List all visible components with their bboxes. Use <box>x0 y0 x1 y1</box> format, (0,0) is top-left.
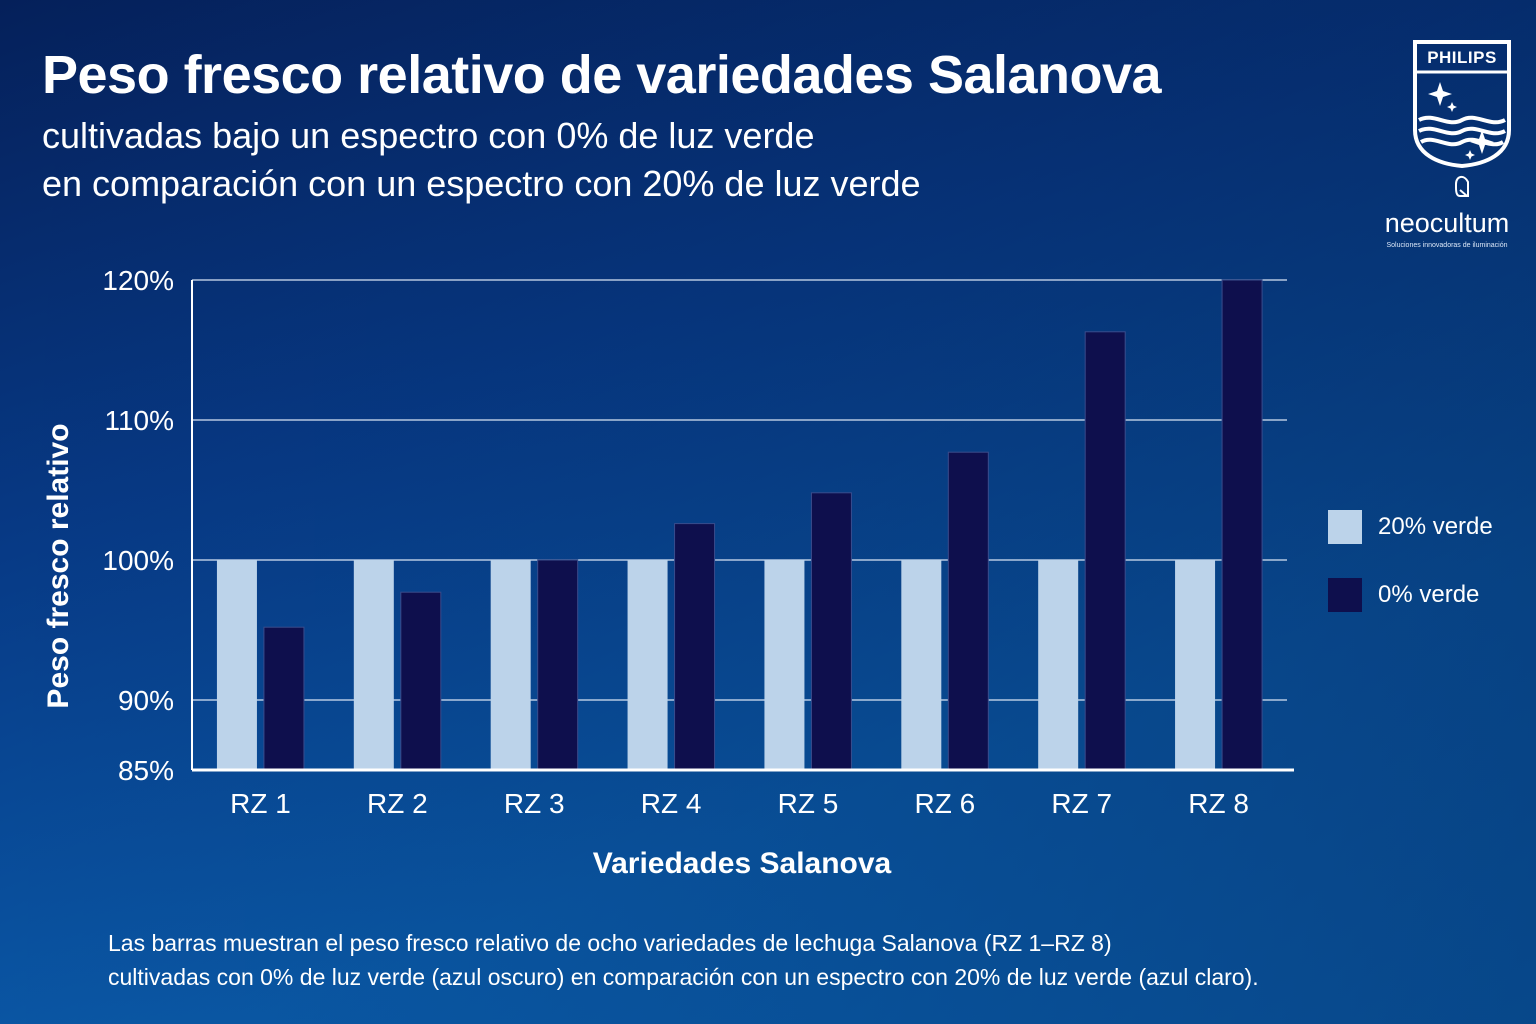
legend-swatch-0-verde <box>1328 578 1362 612</box>
bar-0-verde <box>1221 279 1263 771</box>
chart-title: Peso fresco relativo de variedades Salan… <box>42 45 1162 105</box>
y-tick-label: 85% <box>118 755 174 786</box>
bar-20-verde <box>627 560 668 770</box>
brand-logos: PHILIPS neocultum Soluciones innovadoras… <box>1372 38 1522 253</box>
bar-20-verde <box>1038 560 1079 770</box>
x-tick-label: RZ 3 <box>504 788 565 819</box>
y-tick-label: 100% <box>102 545 174 576</box>
legend-label-20-verde: 20% verde <box>1378 513 1493 540</box>
x-tick-label: RZ 5 <box>778 788 839 819</box>
chart-caption: Las barras muestran el peso fresco relat… <box>108 926 1438 994</box>
bar-0-verde <box>674 523 716 771</box>
bar-20-verde <box>1175 560 1216 770</box>
philips-shield-icon <box>1413 40 1511 197</box>
philips-wordmark: PHILIPS <box>1427 48 1497 67</box>
y-tick-label: 90% <box>118 685 174 716</box>
y-tick-labels: 85% 90% 100% 110% 120% <box>102 265 174 786</box>
y-tick-label: 120% <box>102 265 174 296</box>
bar-0-verde <box>1084 331 1126 771</box>
x-tick-label: RZ 8 <box>1188 788 1249 819</box>
bar-20-verde <box>764 560 805 770</box>
bar-0-verde <box>947 451 989 771</box>
bar-20-verde <box>216 560 257 770</box>
bar-20-verde <box>490 560 531 770</box>
legend-swatch-20-verde <box>1328 510 1362 544</box>
neocultum-wordmark: neocultum <box>1384 208 1510 238</box>
y-tick-label: 110% <box>104 405 174 436</box>
bar-0-verde <box>810 492 852 771</box>
caption-line-2: cultivadas con 0% de luz verde (azul osc… <box>108 964 1259 990</box>
x-tick-label: RZ 7 <box>1051 788 1112 819</box>
x-tick-label: RZ 1 <box>230 788 291 819</box>
bar-0-verde <box>537 559 579 771</box>
chart-subtitle-line-1: cultivadas bajo un espectro con 0% de lu… <box>42 115 815 156</box>
legend-label-0-verde: 0% verde <box>1378 581 1480 608</box>
chart-subtitle-line-2: en comparación con un espectro con 20% d… <box>42 163 921 204</box>
bar-0-verde <box>263 626 305 771</box>
bars <box>216 279 1263 771</box>
bar-20-verde <box>353 560 394 770</box>
neocultum-tagline: Soluciones innovadoras de iluminación <box>1386 242 1508 249</box>
x-tick-labels: RZ 1 RZ 2 RZ 3 RZ 4 RZ 5 RZ 6 RZ 7 RZ 8 <box>230 788 1249 819</box>
x-tick-label: RZ 6 <box>914 788 975 819</box>
x-axis-label: Variedades Salanova <box>593 847 892 880</box>
caption-line-1: Las barras muestran el peso fresco relat… <box>108 930 1112 956</box>
bar-0-verde <box>400 591 442 771</box>
x-tick-label: RZ 2 <box>367 788 428 819</box>
bar-20-verde <box>901 560 942 770</box>
y-axis-label: Peso fresco relativo <box>42 423 75 708</box>
x-tick-label: RZ 4 <box>641 788 702 819</box>
